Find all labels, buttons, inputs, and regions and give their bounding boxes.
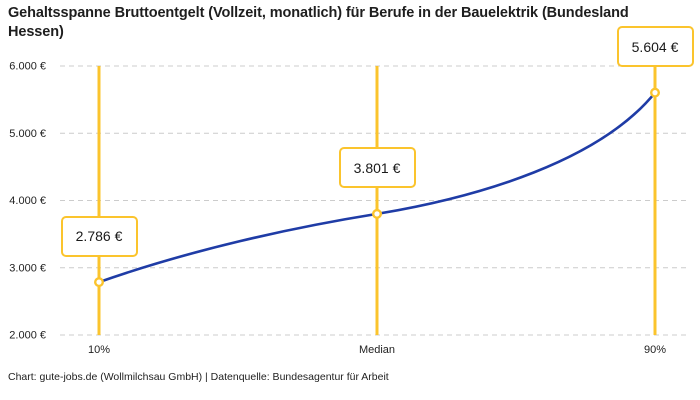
chart-title: Gehaltsspanne Bruttoentgelt (Vollzeit, m…: [8, 5, 629, 40]
chart-footer-credit: Chart: gute-jobs.de (Wollmilchsau GmbH) …: [8, 371, 389, 383]
y-axis-tick-label: 4.000 €: [9, 195, 46, 207]
value-label: 5.604 €: [616, 26, 694, 68]
data-points-group: [93, 87, 661, 288]
data-point: [372, 208, 383, 219]
percentile-marker-lines-group: [97, 66, 657, 335]
y-axis-tick-label: 3.000 €: [9, 262, 46, 274]
value-label: 2.786 €: [60, 215, 138, 257]
gridlines-group: [60, 65, 689, 336]
value-label: 3.801 €: [338, 147, 416, 189]
x-axis-tick-label: Median: [359, 344, 395, 356]
y-axis-tick-label: 6.000 €: [9, 61, 46, 73]
data-point: [650, 87, 661, 98]
x-axis-labels-group: 10% Median 90%: [88, 344, 666, 356]
x-axis-tick-label: 90%: [644, 344, 666, 356]
y-axis-labels-group: 2.000 € 3.000 € 4.000 € 5.000 € 6.000 €: [9, 61, 46, 342]
data-point: [93, 277, 104, 288]
y-axis-tick-label: 5.000 €: [9, 128, 46, 140]
y-axis-tick-label: 2.000 €: [9, 330, 46, 342]
x-axis-tick-label: 10%: [88, 344, 110, 356]
